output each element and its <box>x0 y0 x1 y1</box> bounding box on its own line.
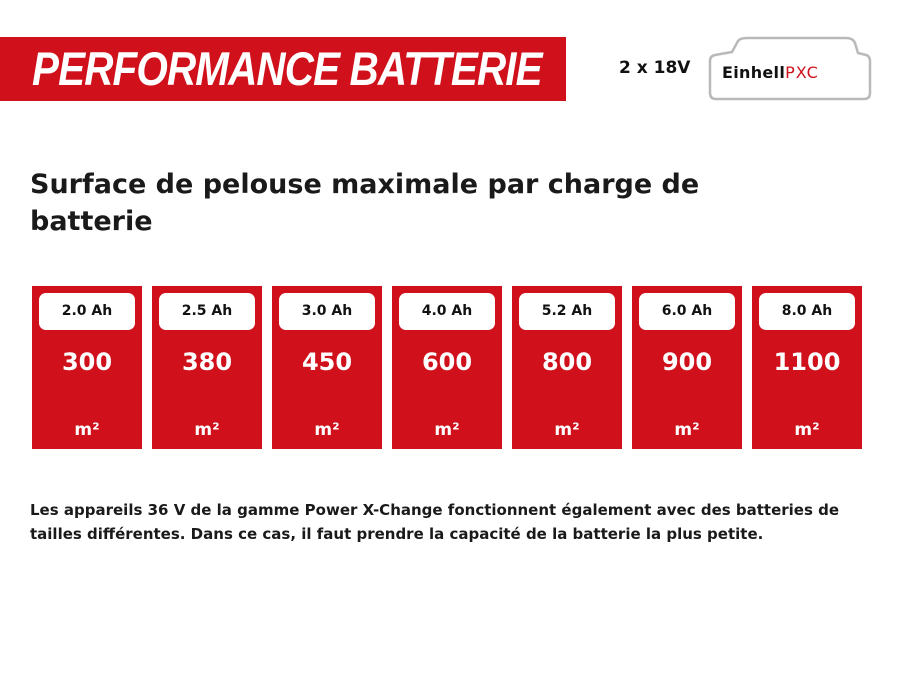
footnote: Les appareils 36 V de la gamme Power X-C… <box>30 501 840 543</box>
area-value: 380 <box>181 348 233 376</box>
capacity-card: 2.5 Ah 380 m² <box>152 286 262 449</box>
area-value: 300 <box>61 348 113 376</box>
title-banner: PERFORMANCE BATTERIE <box>0 37 566 101</box>
capacity-card: 5.2 Ah 800 m² <box>512 286 622 449</box>
section-heading: Surface de pelouse maximale par charge d… <box>30 169 700 237</box>
area-unit: m² <box>74 420 100 440</box>
area-unit: m² <box>794 420 820 440</box>
capacity-badge: 2.5 Ah <box>159 293 255 330</box>
capacity-badge: 5.2 Ah <box>519 293 615 330</box>
area-value: 600 <box>421 348 473 376</box>
area-value: 450 <box>301 348 353 376</box>
area-unit: m² <box>314 420 340 440</box>
area-unit: m² <box>194 420 220 440</box>
capacity-badge: 3.0 Ah <box>279 293 375 330</box>
capacity-badge: 8.0 Ah <box>759 293 855 330</box>
capacity-badge: 2.0 Ah <box>39 293 135 330</box>
logo-brand: Einhell <box>722 63 786 82</box>
einhell-pxc-logo: EinhellPXC <box>722 63 819 82</box>
capacity-card: 4.0 Ah 600 m² <box>392 286 502 449</box>
capacity-card: 3.0 Ah 450 m² <box>272 286 382 449</box>
capacity-card: 6.0 Ah 900 m² <box>632 286 742 449</box>
area-value: 900 <box>661 348 713 376</box>
area-value: 800 <box>541 348 593 376</box>
area-unit: m² <box>434 420 460 440</box>
logo-system: PXC <box>785 63 819 82</box>
capacity-badge: 6.0 Ah <box>639 293 735 330</box>
page-title: PERFORMANCE BATTERIE <box>32 42 543 95</box>
voltage-label: 2 x 18V <box>619 58 691 78</box>
capacity-badge: 4.0 Ah <box>399 293 495 330</box>
capacity-card: 8.0 Ah 1100 m² <box>752 286 862 449</box>
battery-pack-logo-icon <box>708 36 872 101</box>
area-value: 1100 <box>773 348 841 376</box>
area-unit: m² <box>674 420 700 440</box>
capacity-card: 2.0 Ah 300 m² <box>32 286 142 449</box>
area-unit: m² <box>554 420 580 440</box>
